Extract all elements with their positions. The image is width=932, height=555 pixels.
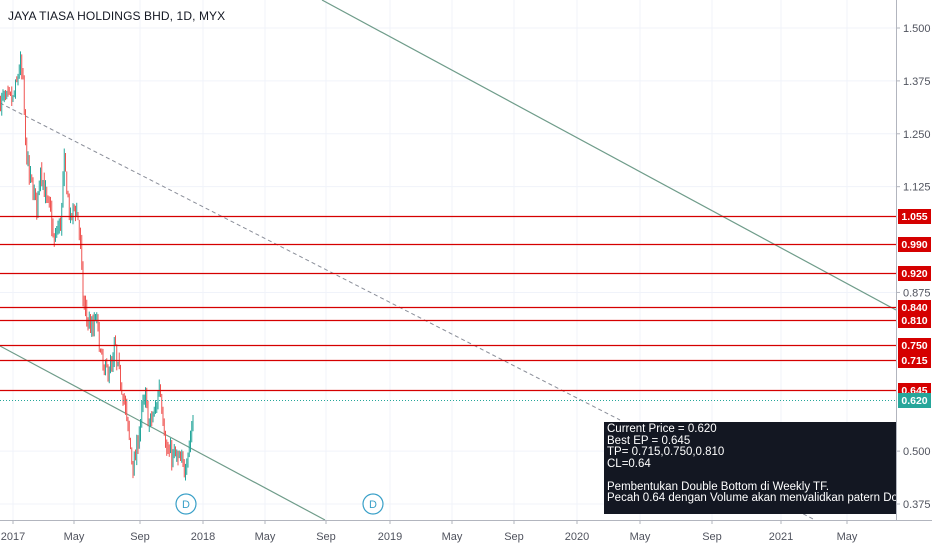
level-label: 1.055 (901, 211, 927, 223)
x-tick-label: Sep (130, 531, 150, 543)
x-tick-label: May (837, 531, 858, 543)
x-tick-label: 2021 (769, 531, 793, 543)
annotation-line: Pecah 0.64 dengan Volume akan menvalidka… (607, 492, 896, 504)
candles (0, 51, 194, 481)
level-label: 0.920 (901, 268, 927, 280)
x-tick-label: May (442, 531, 463, 543)
dividend-marker-label: D (369, 499, 377, 511)
annotation-line: TP= 0.715,0.750,0.810 (607, 446, 725, 458)
level-label: 0.810 (901, 315, 927, 327)
dividend-marker-circle (175, 493, 197, 515)
level-label-box (898, 313, 931, 328)
dividend-marker-label: D (182, 499, 190, 511)
level-label-box (898, 209, 931, 224)
level-label-box (898, 353, 931, 368)
annotation-box[interactable]: Current Price = 0.620 Best EP = 0.645 TP= … (604, 422, 896, 514)
level-label: 0.715 (901, 355, 927, 367)
annotation-line: Current Price = 0.620 (607, 423, 717, 435)
resistance-channel-line (321, 0, 897, 311)
y-tick-label: 0.875 (903, 287, 931, 299)
level-label: 0.750 (901, 340, 927, 352)
level-label: 0.840 (901, 302, 927, 314)
axes: 1.500 1.375 1.250 1.125 0.875 0.500 0.375 2017 M… (0, 0, 932, 543)
y-tick-label: 1.500 (903, 23, 931, 35)
y-tick-label: 1.250 (903, 129, 931, 141)
annotation-line: CL=0.64 (607, 457, 651, 470)
y-tick-label: 1.125 (903, 182, 931, 194)
level-label-box (898, 237, 931, 252)
level-label: 0.990 (901, 239, 927, 251)
current-price-box (898, 393, 931, 408)
level-label-box (898, 266, 931, 281)
level-label-box (898, 300, 931, 315)
annotation-line: Best EP = 0.645 (607, 434, 691, 447)
x-tick-label: 2019 (378, 531, 402, 543)
y-tick-label: 0.500 (903, 446, 931, 458)
annotation-line: Pembentukan Double Bottom di Weekly TF. (607, 480, 830, 493)
level-label-box (898, 338, 931, 353)
x-tick-label: May (64, 531, 85, 543)
dashed-trendline (0, 102, 621, 421)
x-tick-label: May (630, 531, 651, 543)
x-tick-label: 2018 (191, 531, 215, 543)
annotation-line (607, 470, 896, 482)
horizontal-levels (0, 215, 896, 401)
chart-title: JAYA TIASA HOLDINGS BHD, 1D, MYX (8, 9, 226, 23)
current-price-label: 0.620 (901, 395, 927, 407)
dividend-marker-circle (362, 493, 384, 515)
x-tick-label: Sep (316, 531, 336, 543)
x-tick-label: Sep (702, 531, 722, 543)
y-tick-label: 0.375 (903, 499, 931, 511)
x-tick-label: 2020 (565, 531, 589, 543)
x-tick-label: Sep (504, 531, 524, 543)
y-tick-label: 1.375 (903, 76, 931, 88)
x-tick-label: 2017 (1, 531, 25, 543)
support-channel-line (0, 345, 326, 521)
x-tick-label: May (255, 531, 276, 543)
